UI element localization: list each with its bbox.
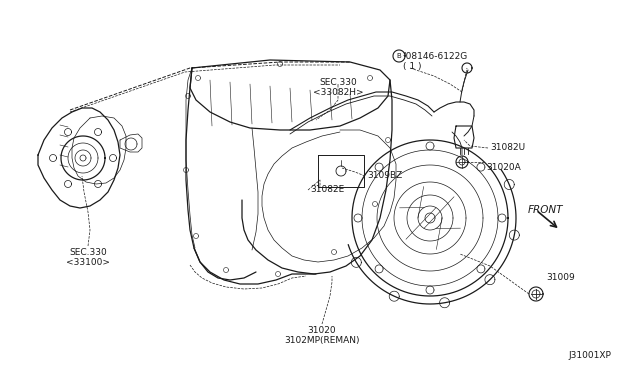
Text: FRONT: FRONT	[528, 205, 563, 215]
Text: B: B	[397, 53, 401, 59]
Text: 31020A: 31020A	[486, 164, 521, 173]
Text: SEC.330
<33082H>: SEC.330 <33082H>	[313, 78, 364, 97]
Text: 31082E: 31082E	[310, 186, 344, 195]
Text: 31082U: 31082U	[490, 144, 525, 153]
Text: ³08146-6122G
( 1 ): ³08146-6122G ( 1 )	[403, 52, 468, 71]
Text: 31020
3102MP(REMAN): 31020 3102MP(REMAN)	[284, 326, 360, 345]
Text: SEC.330
<33100>: SEC.330 <33100>	[66, 248, 110, 267]
Text: J31001XP: J31001XP	[568, 352, 611, 360]
Text: 3109BZ: 3109BZ	[367, 171, 403, 180]
Text: 31009: 31009	[546, 273, 575, 282]
